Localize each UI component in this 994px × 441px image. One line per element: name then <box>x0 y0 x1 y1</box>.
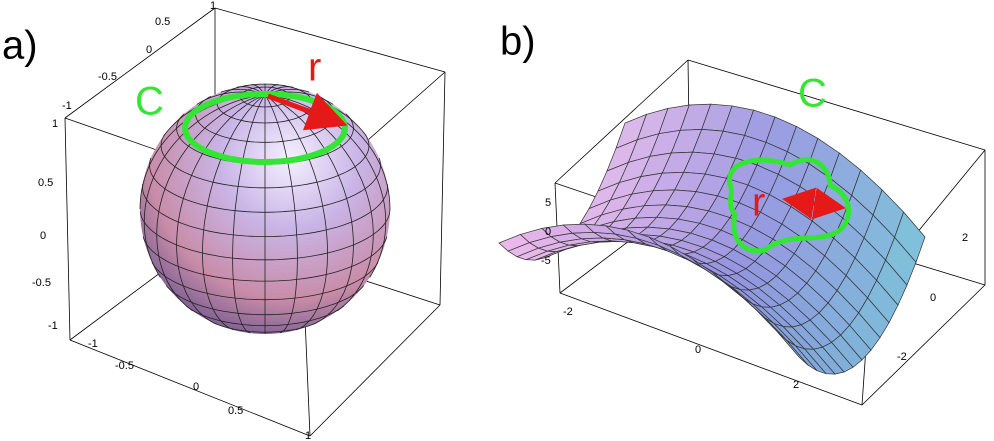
panel-label: a) <box>2 24 38 68</box>
tick-label: 0 <box>930 292 936 304</box>
tick-label: -1 <box>88 338 98 350</box>
curve-label: C <box>135 80 164 124</box>
mesh-line <box>141 184 388 238</box>
mesh-line <box>149 157 381 213</box>
radius-label: r <box>308 46 321 90</box>
tick-label: -0.5 <box>32 277 51 289</box>
mesh-line <box>143 94 266 278</box>
tick-label: 0.5 <box>155 16 170 28</box>
tick-label: -1 <box>62 100 72 112</box>
tick-label: 2 <box>793 379 799 391</box>
mesh-line <box>365 134 370 146</box>
mesh-line <box>232 94 266 334</box>
tick-label: -5 <box>541 255 551 267</box>
tick-label: 0.5 <box>228 405 243 417</box>
tick-label: 1 <box>52 118 58 130</box>
saddle-patch <box>777 331 809 366</box>
mesh-line <box>202 94 266 331</box>
tick-label: 5 <box>545 197 551 209</box>
saddle-surface <box>498 103 926 375</box>
curve-label: C <box>798 72 827 116</box>
tick-label: -2 <box>897 351 907 363</box>
tick-label: 1 <box>210 0 216 12</box>
tick-label: -2 <box>563 306 573 318</box>
tick-label: 1 <box>305 430 311 441</box>
tick-label: 0 <box>193 381 199 393</box>
tick-label: -1 <box>48 320 58 332</box>
mesh-line <box>139 208 391 261</box>
mesh-line <box>264 94 298 334</box>
mesh-line <box>160 134 370 189</box>
tick-label: 0 <box>40 230 46 242</box>
tick-label: 0 <box>695 344 701 356</box>
tick-label: -0.5 <box>98 71 117 83</box>
panel-label: b) <box>500 20 536 64</box>
tick-label: 0 <box>545 226 551 238</box>
mesh-line <box>264 94 354 325</box>
tick-label: 2 <box>962 232 968 244</box>
curve-c-b <box>727 157 852 254</box>
radius-arrow-a <box>267 92 348 131</box>
radius-label: r <box>752 181 765 225</box>
tick-label: 0.5 <box>38 177 53 189</box>
mesh-line <box>176 94 266 325</box>
mesh-line <box>345 113 354 129</box>
tick-label: 0 <box>146 44 152 56</box>
radius-arrow-b <box>782 187 846 220</box>
mesh-line <box>378 157 381 166</box>
tick-label: -0.5 <box>115 360 134 372</box>
mesh-line <box>156 94 266 312</box>
mesh-line <box>264 94 328 331</box>
